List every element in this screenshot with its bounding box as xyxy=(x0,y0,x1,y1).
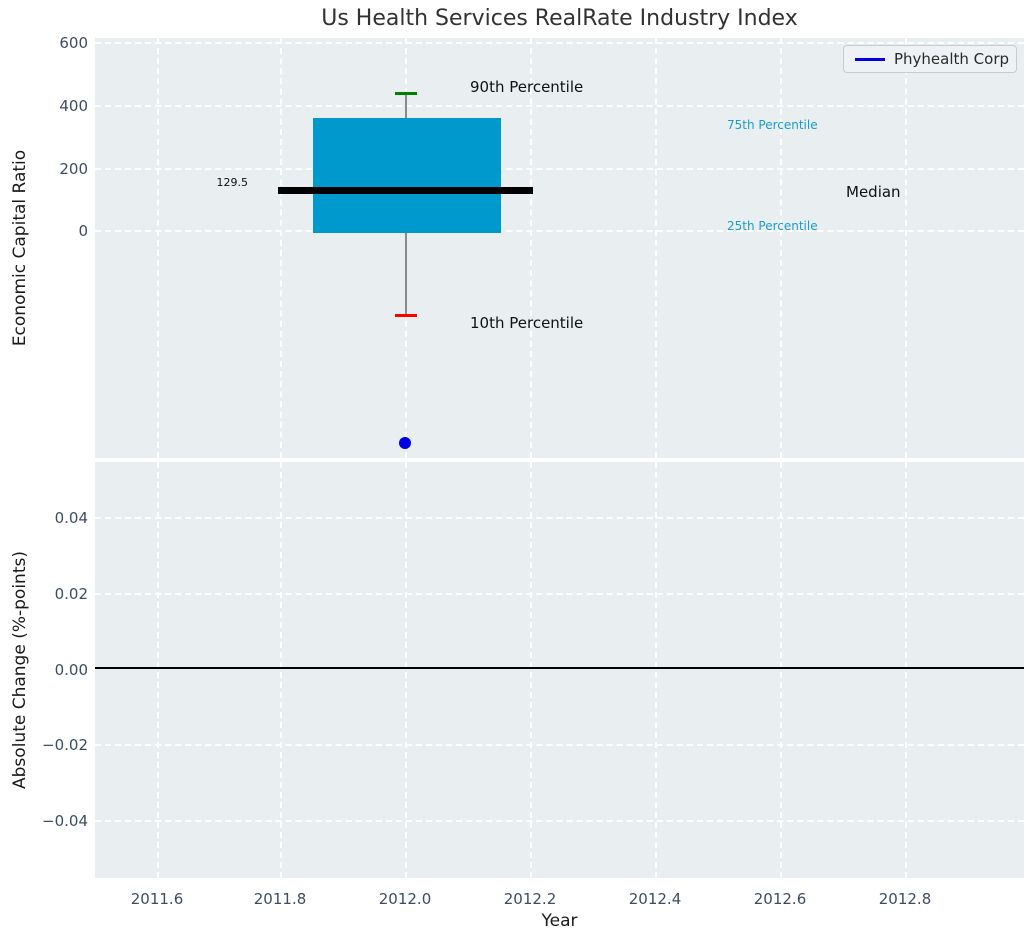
annotation-90th-percentile: 90th Percentile xyxy=(470,78,584,96)
ytick-600: 600 xyxy=(59,34,88,52)
xtick-2012-6: 2012.6 xyxy=(753,890,807,908)
gridline-v-2012-0 xyxy=(405,462,407,878)
ytick-0-00: 0.00 xyxy=(54,661,88,679)
y-axis-label-top: Economic Capital Ratio xyxy=(10,149,30,347)
gridline-h-200 xyxy=(95,168,1024,170)
gridline-h-neg002 xyxy=(95,744,1024,746)
annotation-25th-percentile: 25th Percentile xyxy=(727,219,818,233)
ytick-200: 200 xyxy=(59,160,88,178)
legend-line-sample xyxy=(855,57,885,61)
whisker-cap-10th xyxy=(395,314,417,317)
annotation-median-value: 129.5 xyxy=(216,176,249,189)
annotation-75th-percentile: 75th Percentile xyxy=(727,118,818,132)
ytick-0: 0 xyxy=(78,222,88,240)
ytick-400: 400 xyxy=(59,97,88,115)
xtick-2012-0: 2012.0 xyxy=(378,890,432,908)
ytick-neg-0-02: −0.02 xyxy=(42,736,88,754)
xtick-2012-2: 2012.2 xyxy=(503,890,557,908)
gridline-v-2011-6 xyxy=(157,462,159,878)
annotation-10th-percentile: 10th Percentile xyxy=(470,314,584,332)
zero-reference-line xyxy=(95,667,1024,669)
gridline-h-neg004 xyxy=(95,820,1024,822)
phyhealth-corp-point xyxy=(399,437,411,449)
whisker-cap-90th xyxy=(395,92,417,95)
chart-title: Us Health Services RealRate Industry Ind… xyxy=(321,6,798,31)
annotation-median: Median xyxy=(846,183,901,201)
ytick-0-04: 0.04 xyxy=(54,509,88,527)
top-plot-area: 90th Percentile 75th Percentile 129.5 Me… xyxy=(95,38,1024,458)
box-iqr xyxy=(313,118,501,233)
gridline-h-0 xyxy=(95,230,1024,232)
xtick-2012-4: 2012.4 xyxy=(628,890,682,908)
median-line xyxy=(278,187,533,194)
bottom-plot-area xyxy=(95,462,1024,878)
gridline-h-600 xyxy=(95,42,1024,44)
gridline-v-2011-6 xyxy=(157,38,159,458)
gridline-v-2012-2 xyxy=(530,462,532,878)
y-axis-label-bottom: Absolute Change (%-points) xyxy=(10,551,30,789)
gridline-v-2011-8 xyxy=(280,38,282,458)
gridline-v-2012-2 xyxy=(530,38,532,458)
legend-entry-phyhealth-corp: Phyhealth Corp xyxy=(894,50,1010,68)
gridline-h-400 xyxy=(95,105,1024,107)
gridline-v-2012-6 xyxy=(780,462,782,878)
x-axis-label: Year xyxy=(541,911,578,931)
gridline-v-2012-8 xyxy=(905,38,907,458)
ytick-0-02: 0.02 xyxy=(54,585,88,603)
gridline-v-2012-4 xyxy=(655,462,657,878)
gridline-v-2012-6 xyxy=(780,38,782,458)
xtick-2011-8: 2011.8 xyxy=(253,890,307,908)
gridline-v-2012-8 xyxy=(905,462,907,878)
gridline-h-004 xyxy=(95,517,1024,519)
xtick-2012-8: 2012.8 xyxy=(878,890,932,908)
legend: Phyhealth Corp xyxy=(843,45,1017,73)
gridline-v-2011-8 xyxy=(280,462,282,878)
gridline-v-2012-4 xyxy=(655,38,657,458)
ytick-neg-0-04: −0.04 xyxy=(42,812,88,830)
xtick-2011-6: 2011.6 xyxy=(130,890,184,908)
gridline-h-002 xyxy=(95,593,1024,595)
